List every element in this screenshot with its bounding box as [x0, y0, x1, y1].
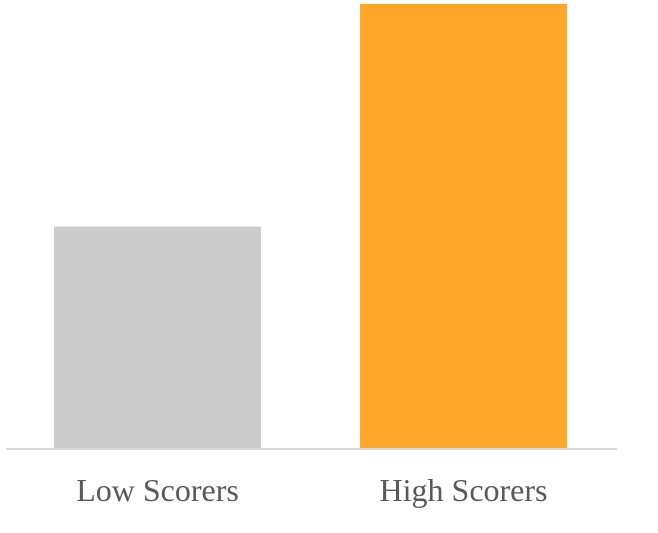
bars-group: [54, 4, 567, 449]
x-tick-label-low-scorers: Low Scorers: [76, 472, 239, 508]
category-labels: Low Scorers High Scorers: [76, 472, 547, 508]
bar-low-scorers: [54, 226, 261, 449]
x-tick-label-high-scorers: High Scorers: [380, 472, 548, 508]
bar-high-scorers: [360, 4, 567, 449]
